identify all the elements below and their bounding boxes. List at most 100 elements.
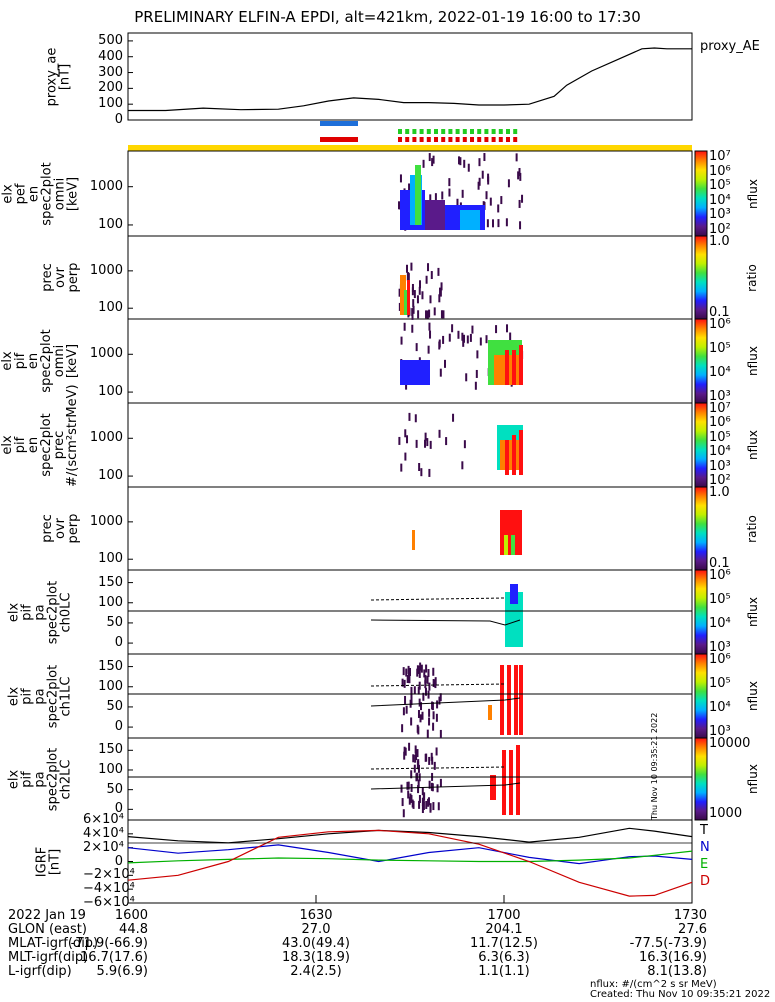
heatmap-cell [506, 218, 508, 226]
orbit-tick-red [398, 137, 402, 142]
heatmap-cell [512, 435, 516, 475]
heatmap-cell [432, 802, 434, 810]
heatmap-cell [427, 310, 429, 318]
heatmap-cell [425, 310, 427, 318]
ylabel-line: ch2LC [60, 738, 73, 820]
heatmap-cell [510, 584, 518, 604]
heatmap-cell [400, 360, 430, 385]
orbit-tick-red [513, 137, 517, 142]
ylabel-elx_pif_pa_spec2plot_ch2LC: elx pif pa spec2plot ch2LC [8, 738, 73, 820]
heatmap-cell [415, 752, 417, 760]
ylabel-IGRF: IGRF [nT] [35, 820, 61, 903]
colorbar-label: nflux [746, 764, 760, 794]
ytick-elx_pif_pa_spec2plot_ch0LC: 0 [83, 635, 123, 650]
colorbar-label: nflux [746, 681, 760, 711]
panel-frame-elx_pif_pa_spec2plot_ch0LC [128, 570, 692, 654]
heatmap-cell [421, 712, 423, 720]
heatmap-cell [428, 797, 430, 805]
heatmap-cell [406, 435, 408, 443]
heatmap-cell [490, 775, 496, 800]
colorbar-prec_ovr_perp_i [695, 487, 707, 570]
ylabel-line: perp [67, 487, 80, 570]
footer-value: 18.3(18.9) [271, 951, 361, 965]
colorbar-tick: 10⁷ [709, 149, 731, 164]
heatmap-cell [411, 325, 413, 333]
heatmap-cell [505, 350, 509, 385]
orbit-tick-green [434, 129, 438, 134]
heatmap-cell [401, 337, 403, 345]
colorbar-tick: 10⁶ [709, 415, 731, 430]
ylabel-line: IGRF [35, 820, 48, 903]
colorbar-elx_pif_pa_spec2plot_ch1LC [695, 654, 707, 738]
ytick-elx_pif_en_spec2plot_omni: 1000 [83, 346, 123, 361]
heatmap-cell [431, 271, 433, 279]
side-stamp: Thu Nov 10 09:35:21 2022 [650, 713, 659, 820]
ytick-proxy_ae: 400 [83, 49, 123, 64]
heatmap-cell [468, 164, 470, 172]
colorbar-tick: 10⁴ [709, 700, 731, 715]
heatmap-cell [492, 219, 494, 227]
footer-value: 1600 [58, 909, 148, 923]
heatmap-cell [434, 762, 436, 770]
colorbar-tick: 1.0 [709, 234, 730, 249]
orbit-tick-green [456, 129, 460, 134]
ylabel-line: prec [41, 487, 54, 570]
colorbar-elx_pif_pa_spec2plot_ch0LC [695, 570, 707, 654]
heatmap-cell [448, 189, 450, 197]
heatmap-cell [428, 346, 430, 354]
heatmap-cell [486, 191, 488, 199]
ylabel-line: ch1LC [60, 654, 73, 738]
legend-E: E [700, 857, 708, 872]
heatmap-cell [442, 336, 444, 344]
colorbar-elx_pif_en_spec2plot_prec [695, 403, 707, 487]
footer-value: 1630 [271, 909, 361, 923]
heatmap-cell [452, 414, 454, 422]
heatmap-cell [408, 782, 410, 790]
footer-value: 1700 [459, 909, 549, 923]
colorbar-tick: 10⁶ [709, 652, 731, 667]
ylabel-line: omni [53, 151, 66, 236]
heatmap-cell [441, 191, 443, 199]
heatmap-cell [451, 324, 453, 332]
heatmap-cell [403, 667, 405, 675]
heatmap-cell [434, 307, 436, 315]
ytick-prec_ovr_perp_i: 100 [83, 551, 123, 566]
orbit-tick-red [405, 137, 409, 142]
heatmap-cell [457, 331, 459, 339]
ylabel-line: #/(scm²strMeV) [66, 403, 79, 487]
heatmap-cell [416, 669, 418, 677]
ylabel-line: ch0LC [60, 570, 73, 654]
ytick-IGRF: −4×10⁴ [83, 881, 123, 896]
ytick-prec_ovr_perp_e: 100 [83, 300, 123, 315]
heatmap-cell [475, 382, 477, 390]
footer-value: -77.5(-73.9) [622, 937, 707, 951]
heatmap-cell [449, 334, 451, 342]
heatmap-cell [519, 430, 523, 475]
heatmap-cell [429, 331, 431, 339]
orbit-tick-green [499, 129, 503, 134]
heatmap-cell [419, 663, 421, 671]
ylabel-prec_ovr_perp_i: prec ovr perp [41, 487, 80, 570]
heatmap-cell [487, 219, 489, 227]
colorbar-tick: 10⁵ [709, 592, 731, 607]
orbit-tick-green [484, 129, 488, 134]
colorbar-tick: 10³ [709, 207, 731, 222]
heatmap-cell [497, 219, 499, 227]
heatmap-cell [519, 200, 521, 208]
heatmap-cell [401, 785, 403, 793]
ylabel-line: ovr [54, 487, 67, 570]
colorbar-tick: 10⁶ [709, 568, 731, 583]
orbit-tick-red [484, 137, 488, 142]
heatmap-cell [428, 691, 430, 699]
heatmap-cell [412, 312, 414, 320]
heatmap-cell [420, 468, 422, 476]
heatmap-cell [463, 160, 465, 168]
orbit-tick-green [448, 129, 452, 134]
colorbar-tick: 1000 [709, 806, 742, 821]
orbit-tick-green [441, 129, 445, 134]
heatmap-cell [502, 750, 506, 815]
heatmap-cell [414, 686, 416, 694]
ylabel-line: elx [1, 151, 14, 236]
footer-value: 44.8 [58, 923, 148, 937]
loss-cone-upper [371, 684, 505, 686]
